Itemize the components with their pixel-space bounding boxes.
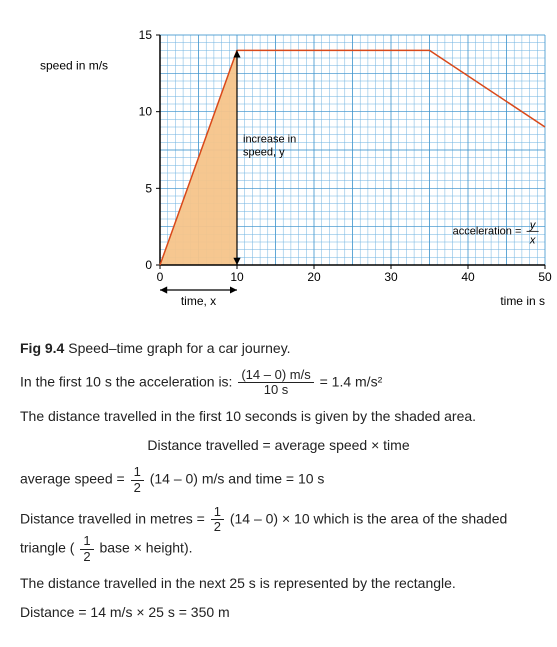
half-num-2: 1 — [211, 505, 224, 520]
p1-den: 10 s — [238, 383, 313, 397]
figure-caption: Fig 9.4 Speed–time graph for a car journ… — [20, 339, 537, 358]
svg-text:30: 30 — [384, 270, 398, 284]
svg-text:50: 50 — [538, 270, 552, 284]
para-avg-speed: average speed = 1 2 (14 – 0) m/s and tim… — [20, 465, 537, 495]
svg-text:time in s: time in s — [500, 294, 545, 308]
para-shaded-intro: The distance travelled in the first 10 s… — [20, 407, 537, 426]
p1-a: In the first 10 s the acceleration is: — [20, 373, 236, 389]
svg-text:15: 15 — [139, 28, 153, 42]
svg-text:x: x — [529, 234, 536, 246]
svg-text:increase in: increase in — [243, 133, 296, 145]
caption-bold: Fig 9.4 — [20, 340, 64, 356]
svg-text:y: y — [529, 219, 537, 231]
p5-c: base × height). — [99, 540, 192, 556]
half-num-1: 1 — [131, 465, 144, 480]
para-distance-tri: Distance travelled in metres = 1 2 (14 –… — [20, 505, 537, 564]
half-num-3: 1 — [80, 534, 93, 549]
svg-text:40: 40 — [461, 270, 475, 284]
p5-a: Distance travelled in metres = — [20, 510, 209, 526]
half-den-1: 2 — [131, 481, 144, 495]
p1-num: (14 – 0) m/s — [238, 368, 313, 383]
svg-text:0: 0 — [145, 258, 152, 272]
svg-text:time, x: time, x — [181, 294, 216, 308]
svg-text:10: 10 — [139, 105, 153, 119]
caption-text: Speed–time graph for a car journey. — [64, 340, 290, 356]
svg-text:speed, y: speed, y — [243, 146, 285, 158]
svg-text:20: 20 — [307, 270, 321, 284]
svg-text:5: 5 — [145, 181, 152, 195]
half-den-2: 2 — [211, 520, 224, 534]
p4-a: average speed = — [20, 471, 129, 487]
para-rect: The distance travelled in the next 25 s … — [20, 574, 537, 593]
speed-time-chart: 01020304050051015increase inspeed, yacce… — [20, 15, 537, 325]
para-formula: Distance travelled = average speed × tim… — [20, 436, 537, 455]
frac-half-1: 1 2 — [131, 465, 144, 495]
half-den-3: 2 — [80, 550, 93, 564]
p4-b: (14 – 0) m/s and time = 10 s — [150, 471, 325, 487]
frac-half-2: 1 2 — [211, 505, 224, 535]
svg-text:0: 0 — [157, 270, 164, 284]
svg-text:10: 10 — [230, 270, 244, 284]
chart-svg: 0 10 20 30 40 50 0 5 10 15 increase inspeed, y acce… — [20, 15, 557, 325]
frac-accel: (14 – 0) m/s 10 s — [238, 368, 313, 398]
svg-text:acceleration =: acceleration = — [453, 225, 522, 237]
para-accel: In the first 10 s the acceleration is: (… — [20, 368, 537, 398]
para-distance-val: Distance = 14 m/s × 25 s = 350 m — [20, 603, 537, 622]
p1-b: = 1.4 m/s² — [320, 373, 383, 389]
svg-text:speed in m/s: speed in m/s — [40, 59, 108, 73]
frac-half-3: 1 2 — [80, 534, 93, 564]
